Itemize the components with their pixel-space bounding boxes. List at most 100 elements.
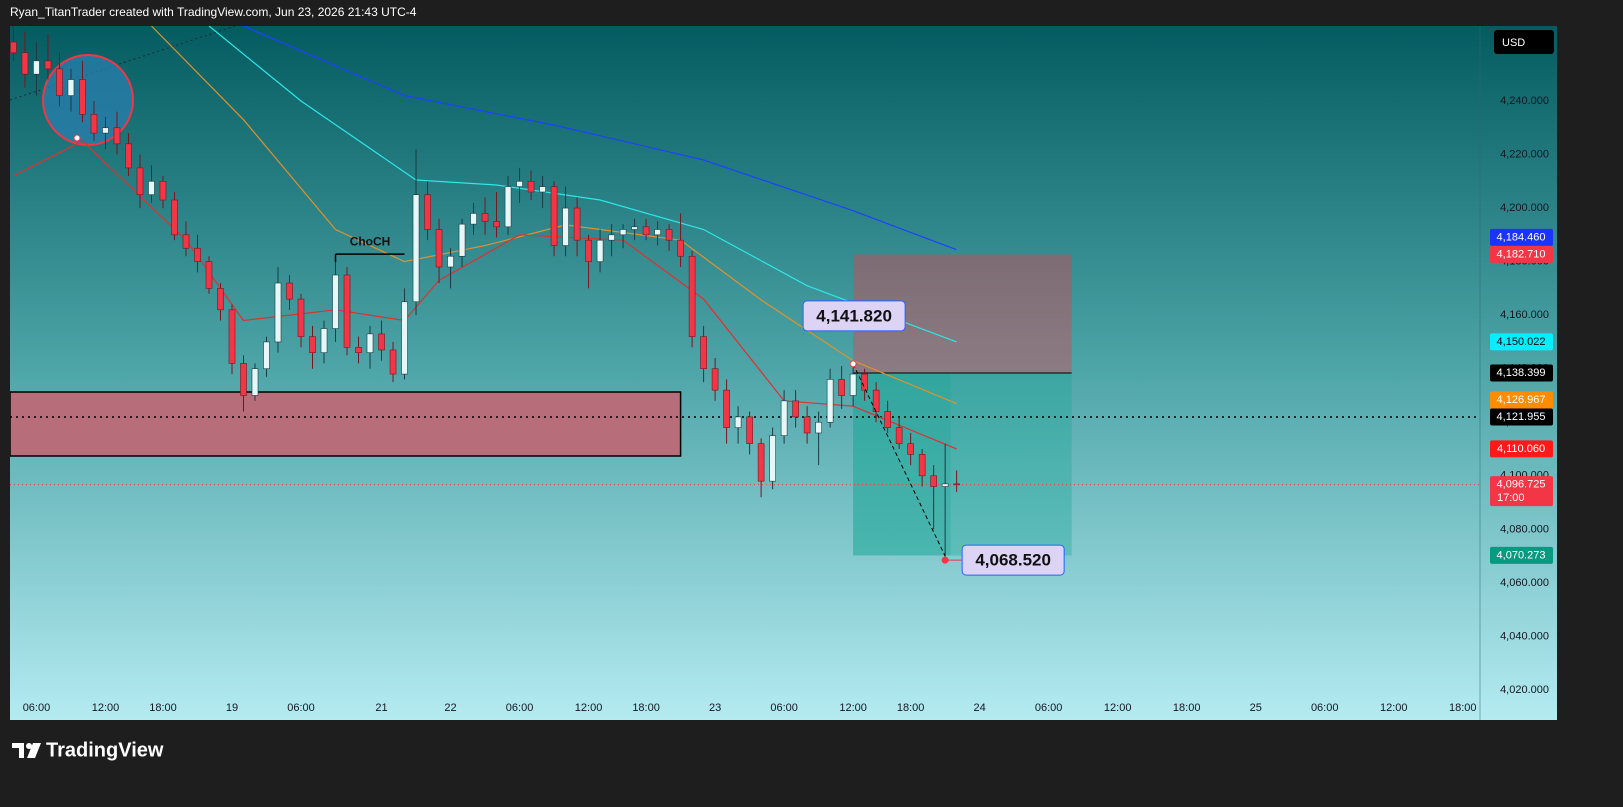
brand-name: TradingView — [46, 739, 164, 761]
callout-label: 4,068.520 — [975, 551, 1051, 570]
candle-body — [711, 368, 719, 391]
target-progress — [853, 373, 951, 556]
candle-body — [263, 341, 270, 370]
candle-body — [688, 255, 696, 337]
candle-body — [792, 400, 799, 418]
x-tick-label: 12:00 — [1104, 702, 1132, 714]
y-tick-label: 4,240.000 — [1500, 95, 1549, 107]
y-tick-label: 4,080.000 — [1500, 523, 1549, 535]
callout-point — [849, 360, 857, 368]
candle-body — [953, 483, 960, 486]
candle-body — [700, 336, 707, 370]
candle-body — [148, 180, 155, 195]
currency-box[interactable] — [1494, 30, 1554, 54]
price-label-box — [1490, 364, 1553, 382]
candle-body — [412, 194, 420, 303]
candle-body — [907, 443, 914, 455]
candle-body — [470, 213, 477, 225]
candle-body — [320, 328, 328, 353]
target-zone — [853, 373, 1072, 556]
y-tick-label: 4,200.000 — [1500, 202, 1549, 214]
candle-body — [113, 127, 121, 145]
price-label-box — [1490, 408, 1553, 426]
candle-body — [217, 288, 224, 311]
candle-body — [654, 229, 661, 236]
price-label: 4,138.399 — [1497, 367, 1546, 379]
x-tick-label: 18:00 — [897, 702, 925, 714]
price-label-box — [1490, 440, 1553, 458]
x-tick-label: 22 — [444, 702, 456, 714]
candle-body — [67, 79, 75, 96]
currency-label[interactable]: USD — [1502, 37, 1525, 49]
moving-average — [243, 26, 957, 251]
callout-point — [941, 556, 949, 564]
candle-body — [550, 186, 558, 246]
candle-body — [171, 199, 178, 236]
candle-body — [194, 247, 201, 262]
candle-body — [895, 427, 903, 444]
candle-body — [527, 180, 535, 193]
candle-body — [309, 336, 316, 353]
candle-body — [780, 400, 788, 436]
x-tick-label: 24 — [974, 702, 986, 714]
price-label: 4,184.460 — [1497, 231, 1546, 243]
price-countdown: 17:00 — [1497, 492, 1525, 504]
candle-body — [297, 298, 305, 337]
candle-body — [539, 186, 546, 193]
candle-body — [424, 194, 431, 230]
logo-mark — [12, 743, 24, 758]
price-label-box — [1490, 245, 1553, 263]
x-tick-label: 12:00 — [575, 702, 603, 714]
candle-body — [757, 443, 765, 482]
plot-area: ChoCH 4,141.820 4,068.520 — [10, 26, 1480, 576]
candle-body — [44, 60, 52, 70]
x-tick-label: 21 — [375, 702, 387, 714]
supply-zone — [10, 391, 682, 457]
candle-body — [573, 207, 581, 241]
candle-body — [366, 333, 374, 353]
candle-body — [562, 207, 569, 246]
candle-body — [619, 229, 627, 236]
candle-body — [642, 226, 650, 236]
candle-body — [884, 411, 891, 428]
y-tick-label: 4,060.000 — [1500, 577, 1549, 589]
candle-body — [677, 239, 684, 257]
candle-body — [21, 52, 29, 75]
price-label-box — [1490, 476, 1553, 507]
choch-label: ChoCH — [350, 234, 391, 248]
candle-body — [228, 309, 236, 364]
callout-box — [961, 544, 1065, 576]
candle-body — [332, 274, 339, 329]
candle-body — [389, 349, 397, 375]
candle-body — [90, 114, 98, 134]
logo-mark — [27, 743, 41, 758]
logo-dot — [26, 743, 32, 749]
candle-body — [447, 255, 454, 268]
candle-body — [10, 41, 17, 54]
candle-body — [861, 373, 868, 391]
y-tick-label: 4,220.000 — [1500, 148, 1549, 160]
y-tick-label: 4,040.000 — [1500, 630, 1549, 642]
candle-body — [355, 346, 362, 353]
axes: 4,020.0004,040.0004,060.0004,080.0004,10… — [23, 26, 1553, 720]
candle-body — [918, 454, 926, 477]
price-label: 4,126.967 — [1497, 394, 1546, 406]
candle-body — [734, 416, 742, 428]
candle-body — [343, 274, 351, 348]
candle-body — [125, 143, 132, 169]
moving-average — [208, 26, 957, 343]
x-tick-label: 06:00 — [23, 702, 51, 714]
x-tick-label: 06:00 — [1035, 702, 1063, 714]
x-tick-label: 06:00 — [1311, 702, 1339, 714]
x-tick-label: 12:00 — [839, 702, 867, 714]
candle-body — [930, 475, 937, 487]
candle-body — [251, 368, 259, 396]
candle-body — [596, 239, 604, 262]
candle-body — [516, 180, 523, 187]
candle-body — [435, 229, 443, 268]
candle-body — [33, 60, 40, 75]
callout-label: 4,141.820 — [816, 306, 892, 325]
candle-body — [746, 416, 753, 444]
